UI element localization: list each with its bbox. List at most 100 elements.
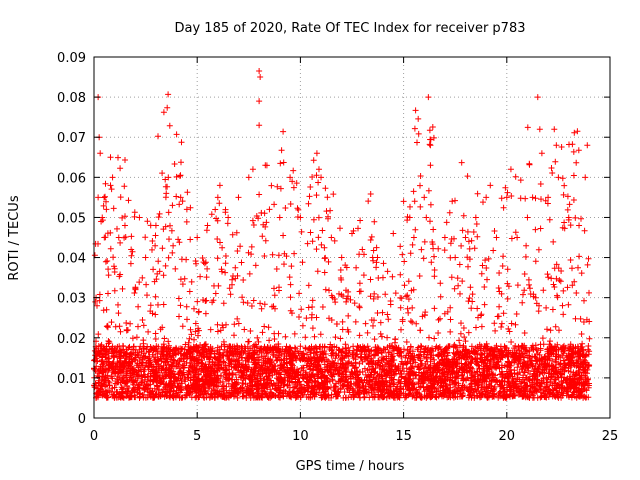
data-point (328, 234, 335, 241)
x-tick-label: 10 (292, 429, 309, 444)
y-tick-label: 0.06 (57, 171, 86, 186)
data-point (297, 214, 304, 221)
data-point (349, 230, 355, 237)
y-tick-label: 0.03 (57, 292, 86, 307)
data-point (536, 126, 543, 133)
data-point (95, 194, 102, 201)
data-point (390, 230, 397, 237)
data-point (507, 166, 514, 173)
data-point (503, 194, 510, 201)
data-point (359, 246, 366, 253)
data-point (121, 222, 128, 229)
data-point (423, 214, 430, 221)
data-point (107, 154, 114, 161)
data-point (163, 190, 170, 197)
data-point (425, 94, 432, 101)
data-point (565, 214, 572, 221)
data-point (245, 174, 252, 181)
data-point (369, 254, 376, 261)
data-point (142, 254, 149, 261)
data-point (514, 234, 521, 241)
chart-title: Day 185 of 2020, Rate Of TEC Index for r… (175, 21, 526, 36)
data-point (235, 194, 242, 201)
data-point (169, 202, 176, 209)
data-point (204, 222, 211, 229)
data-point (256, 122, 263, 129)
data-point (128, 246, 135, 253)
plot-frame (93, 56, 611, 419)
x-tick-label: 5 (193, 429, 201, 444)
data-point (545, 194, 552, 201)
data-point (289, 178, 296, 185)
data-point (472, 214, 479, 221)
x-tick-label: 15 (395, 429, 412, 444)
data-point (538, 150, 545, 157)
data-point (410, 234, 417, 241)
data-point (256, 98, 263, 105)
x-tick-label: 0 (90, 429, 98, 444)
data-point (493, 234, 500, 241)
data-point (406, 214, 413, 221)
data-point (262, 162, 269, 169)
data-point (551, 126, 558, 133)
data-point (400, 198, 407, 205)
marker-cloud-path (91, 91, 593, 401)
data-point (338, 254, 345, 261)
data-point (249, 166, 256, 173)
data-point (214, 194, 221, 201)
data-point (421, 194, 428, 201)
x-axis-label: GPS time / hours (296, 459, 405, 474)
data-point (115, 234, 122, 241)
data-point (165, 174, 172, 181)
data-point (266, 206, 273, 213)
x-axis-ticks: 0 5 10 15 20 25 (90, 57, 618, 444)
y-tick-label: 0.08 (57, 91, 86, 106)
data-point (101, 234, 108, 241)
data-point (225, 214, 232, 221)
data-point (487, 182, 494, 189)
data-point (97, 150, 104, 157)
data-point (524, 214, 531, 221)
data-points-layer (93, 68, 591, 301)
y-tick-label: 0.05 (57, 211, 86, 226)
data-point (183, 206, 190, 213)
data-point (553, 142, 560, 149)
y-tick-label: 0.09 (57, 51, 86, 66)
y-axis-ticks: 0 0.01 0.02 0.03 0.04 0.05 0.06 0.07 0.08 0.09 (57, 51, 610, 427)
data-point (582, 174, 589, 181)
data-point (379, 274, 386, 281)
data-point (194, 234, 201, 241)
data-point (287, 174, 294, 181)
data-point (534, 94, 541, 101)
data-point (256, 68, 263, 75)
y-tick-label: 0 (78, 412, 86, 427)
data-point (483, 194, 490, 201)
data-point (107, 182, 114, 189)
y-tick-label: 0.01 (57, 372, 86, 387)
data-point (427, 162, 434, 169)
data-point (103, 206, 110, 213)
data-point (555, 174, 562, 181)
y-axis-label: ROTI / TECUs (7, 195, 22, 280)
data-point (136, 214, 143, 221)
data-point (257, 74, 264, 81)
y-tick-label: 0.07 (57, 131, 86, 146)
data-point (216, 182, 223, 189)
data-point (177, 194, 184, 201)
y-tick-label: 0.02 (57, 332, 86, 347)
y-tick-label: 0.04 (57, 252, 86, 267)
data-point (109, 174, 116, 181)
data-point (315, 166, 322, 173)
dense-marker-cloud (91, 91, 593, 401)
data-point (576, 222, 583, 229)
data-point (584, 142, 591, 149)
data-point (441, 234, 448, 241)
data-point (452, 254, 459, 261)
x-tick-label: 25 (602, 429, 619, 444)
data-point (276, 214, 283, 221)
x-tick-label: 20 (499, 429, 516, 444)
data-point (318, 174, 325, 181)
data-point (427, 142, 434, 149)
data-point (152, 222, 159, 229)
